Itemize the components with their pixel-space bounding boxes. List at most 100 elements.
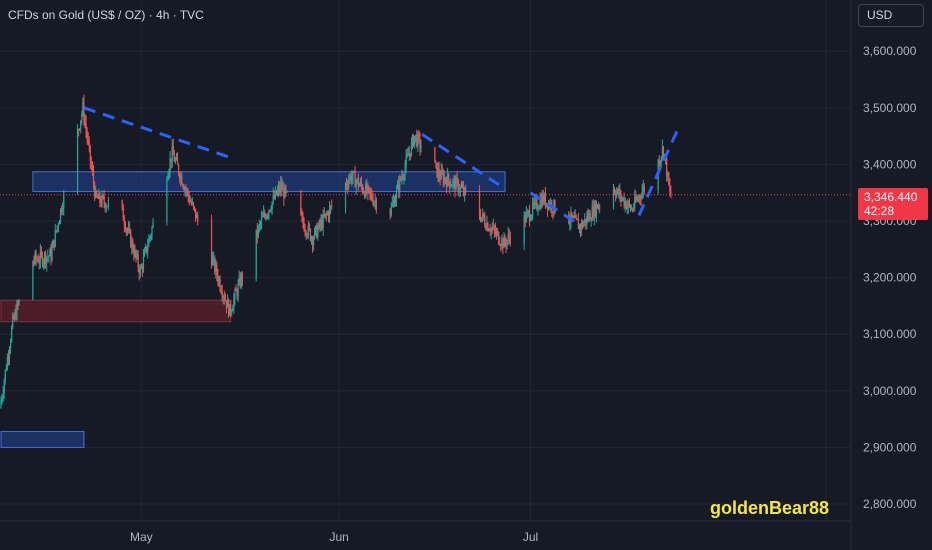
candle-body <box>360 181 363 187</box>
candle-body <box>232 308 234 312</box>
candle-body <box>535 199 537 201</box>
candle-body <box>230 304 232 313</box>
candle-body <box>61 208 63 212</box>
candle-body <box>662 147 665 155</box>
candle-body <box>38 261 40 263</box>
candle-body <box>408 153 410 156</box>
candle-body <box>532 202 534 216</box>
candle-body <box>368 186 370 189</box>
candle-body <box>499 243 501 246</box>
candle-body <box>544 193 547 206</box>
candle-body <box>54 230 56 247</box>
candle-body <box>240 273 242 287</box>
candle-body <box>442 173 444 183</box>
candle-body <box>182 184 184 187</box>
candle-body <box>218 278 220 282</box>
candle-body <box>167 176 169 181</box>
candle-body <box>98 193 100 199</box>
candle-body <box>234 289 236 299</box>
candle-body <box>449 181 451 188</box>
candle-body <box>352 171 354 178</box>
candle-body <box>661 147 663 158</box>
candle-body <box>86 131 88 140</box>
candle-body <box>626 205 628 209</box>
candle-body <box>501 238 503 246</box>
candle-body <box>595 204 598 216</box>
candle-body <box>102 195 104 197</box>
candle-body <box>305 231 307 236</box>
candle-body <box>81 113 83 121</box>
candle-body <box>570 212 572 223</box>
candle-body <box>129 228 131 231</box>
candle-body <box>302 215 304 224</box>
candle-body <box>185 188 187 191</box>
candle-body <box>105 206 107 209</box>
candle-body <box>15 311 17 319</box>
candle-body <box>537 209 539 211</box>
candle-body <box>256 229 258 236</box>
candle-body <box>83 101 85 121</box>
candle-body <box>197 214 199 222</box>
candle-body <box>121 200 123 208</box>
candle-body <box>325 213 327 215</box>
candle-body <box>588 213 590 220</box>
candle-body <box>391 203 393 207</box>
candle-body <box>318 221 320 229</box>
y-tick-label: 3,200.000 <box>863 271 917 285</box>
candle-body <box>623 197 625 206</box>
candle-body <box>327 212 330 218</box>
candle-body <box>627 201 629 206</box>
candle-body <box>88 141 90 146</box>
candle-body <box>415 134 417 136</box>
x-tick-label: Jul <box>523 530 538 544</box>
candle-body <box>464 188 466 195</box>
candle-body <box>526 211 528 214</box>
candle-body <box>406 154 408 157</box>
candle-body <box>636 198 638 201</box>
candle-body <box>136 254 138 257</box>
candle-body <box>217 275 219 282</box>
candle-body <box>483 213 485 219</box>
candle-body <box>486 223 488 230</box>
candle-body <box>301 214 303 216</box>
candle-body <box>666 158 668 177</box>
candle-body <box>572 216 574 218</box>
candle-body <box>668 172 670 185</box>
y-tick-label: 2,900.000 <box>863 440 917 454</box>
candle-body <box>528 211 531 221</box>
candle-body <box>4 370 6 381</box>
candle-body <box>330 205 332 208</box>
candle-body <box>145 246 147 251</box>
candle-body <box>393 200 396 206</box>
candle-body <box>437 168 439 177</box>
candle-body <box>576 218 578 221</box>
candle-body <box>6 357 8 370</box>
candle-body <box>265 215 267 219</box>
candle-body <box>621 198 623 200</box>
candle-body <box>594 203 597 216</box>
candle-body <box>458 190 460 192</box>
candle-body <box>97 196 99 199</box>
candle-body <box>659 160 661 165</box>
candle-body <box>122 207 124 221</box>
candle-body <box>583 222 585 227</box>
candle-body <box>5 369 7 371</box>
candle-body <box>82 101 84 114</box>
candle-body <box>364 192 366 197</box>
candle-body <box>227 299 230 316</box>
candle-body <box>52 240 54 248</box>
candle-body <box>276 190 279 195</box>
candle-body <box>92 172 95 185</box>
candle-body <box>172 145 174 155</box>
candle-body <box>577 220 579 230</box>
candle-body <box>670 191 672 195</box>
candle-body <box>496 231 499 233</box>
currency-button[interactable]: USD <box>858 4 924 27</box>
candle-body <box>192 202 195 207</box>
candle-body <box>361 186 364 192</box>
candle-body <box>96 191 98 197</box>
candle-body <box>1 397 3 401</box>
candle-body <box>99 193 101 202</box>
candle-body <box>630 209 633 211</box>
